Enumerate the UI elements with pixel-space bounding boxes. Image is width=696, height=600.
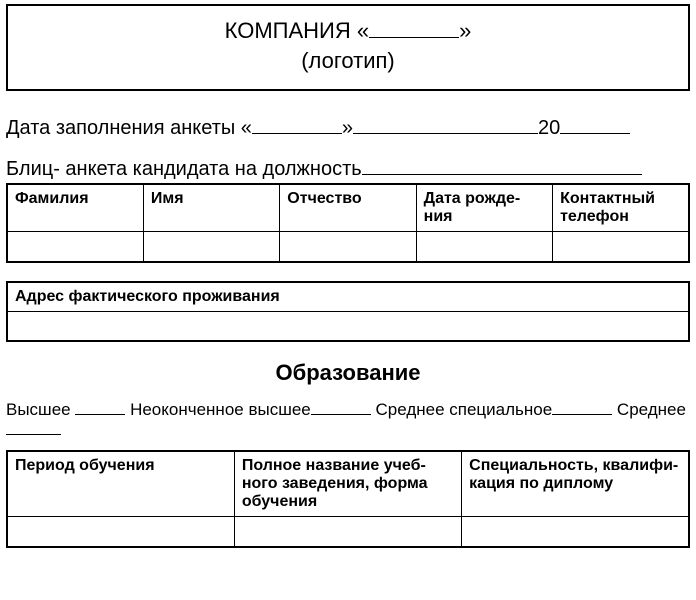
level-higher: Высшее (6, 400, 71, 419)
table-header-row: Адрес фактического проживания (7, 282, 689, 312)
table-header-row: Фамилия Имя Отчество Дата рожде- ния Кон… (7, 184, 689, 232)
cell-surname[interactable] (7, 232, 143, 262)
col-surname: Фамилия (7, 184, 143, 232)
address-title: Адрес фактического проживания (7, 282, 689, 312)
cell-name[interactable] (143, 232, 279, 262)
level-secondary: Среднее (617, 400, 686, 419)
personal-info-table: Фамилия Имя Отчество Дата рожде- ния Кон… (6, 183, 690, 263)
date-year-prefix: 20 (538, 117, 560, 139)
date-month-blank[interactable] (353, 133, 538, 134)
cell-address[interactable] (7, 311, 689, 341)
cell-phone[interactable] (553, 232, 689, 262)
col-birthdate: Дата рожде- ния (416, 184, 552, 232)
blank-higher[interactable] (75, 414, 125, 415)
education-title: Образование (6, 360, 690, 386)
cell-institution[interactable] (234, 517, 461, 547)
date-mid: » (342, 117, 353, 139)
level-secondary-special: Среднее специальное (376, 400, 553, 419)
address-table: Адрес фактического проживания (6, 281, 690, 343)
cell-period[interactable] (7, 517, 234, 547)
education-table: Период обучения Полное название учеб- но… (6, 450, 690, 548)
table-row (7, 311, 689, 341)
col-patronymic: Отчество (280, 184, 416, 232)
date-day-blank[interactable] (252, 133, 342, 134)
cell-birthdate[interactable] (416, 232, 552, 262)
level-incomplete: Неоконченное высшее (130, 400, 311, 419)
position-label: Блиц- анкета кандидата на должность (6, 158, 362, 180)
company-header-box: КОМПАНИЯ « » (логотип) (6, 4, 690, 91)
logo-label: (логотип) (8, 46, 688, 76)
table-row (7, 517, 689, 547)
date-year-blank[interactable] (560, 133, 630, 134)
col-period: Период обучения (7, 451, 234, 517)
col-name: Имя (143, 184, 279, 232)
position-blank[interactable] (362, 174, 642, 175)
col-phone: Контактный телефон (553, 184, 689, 232)
company-name-blank[interactable] (369, 37, 459, 38)
date-filled-line: Дата заполнения анкеты « » 20 (6, 117, 690, 140)
table-row (7, 232, 689, 262)
cell-patronymic[interactable] (280, 232, 416, 262)
table-header-row: Период обучения Полное название учеб- но… (7, 451, 689, 517)
cell-specialty[interactable] (462, 517, 689, 547)
position-line: Блиц- анкета кандидата на должность (6, 158, 690, 181)
col-specialty: Специальность, квалифи- кация по диплому (462, 451, 689, 517)
col-institution: Полное название учеб- ного заведения, фо… (234, 451, 461, 517)
blank-secondary-special[interactable] (552, 414, 612, 415)
date-prefix: Дата заполнения анкеты « (6, 117, 252, 139)
education-levels-line: Высшее Неоконченное высшее Среднее специ… (6, 400, 690, 440)
blank-secondary[interactable] (6, 434, 61, 435)
company-line: КОМПАНИЯ « » (8, 16, 688, 46)
company-suffix: » (459, 18, 471, 43)
company-prefix: КОМПАНИЯ « (225, 18, 369, 43)
blank-incomplete[interactable] (311, 414, 371, 415)
